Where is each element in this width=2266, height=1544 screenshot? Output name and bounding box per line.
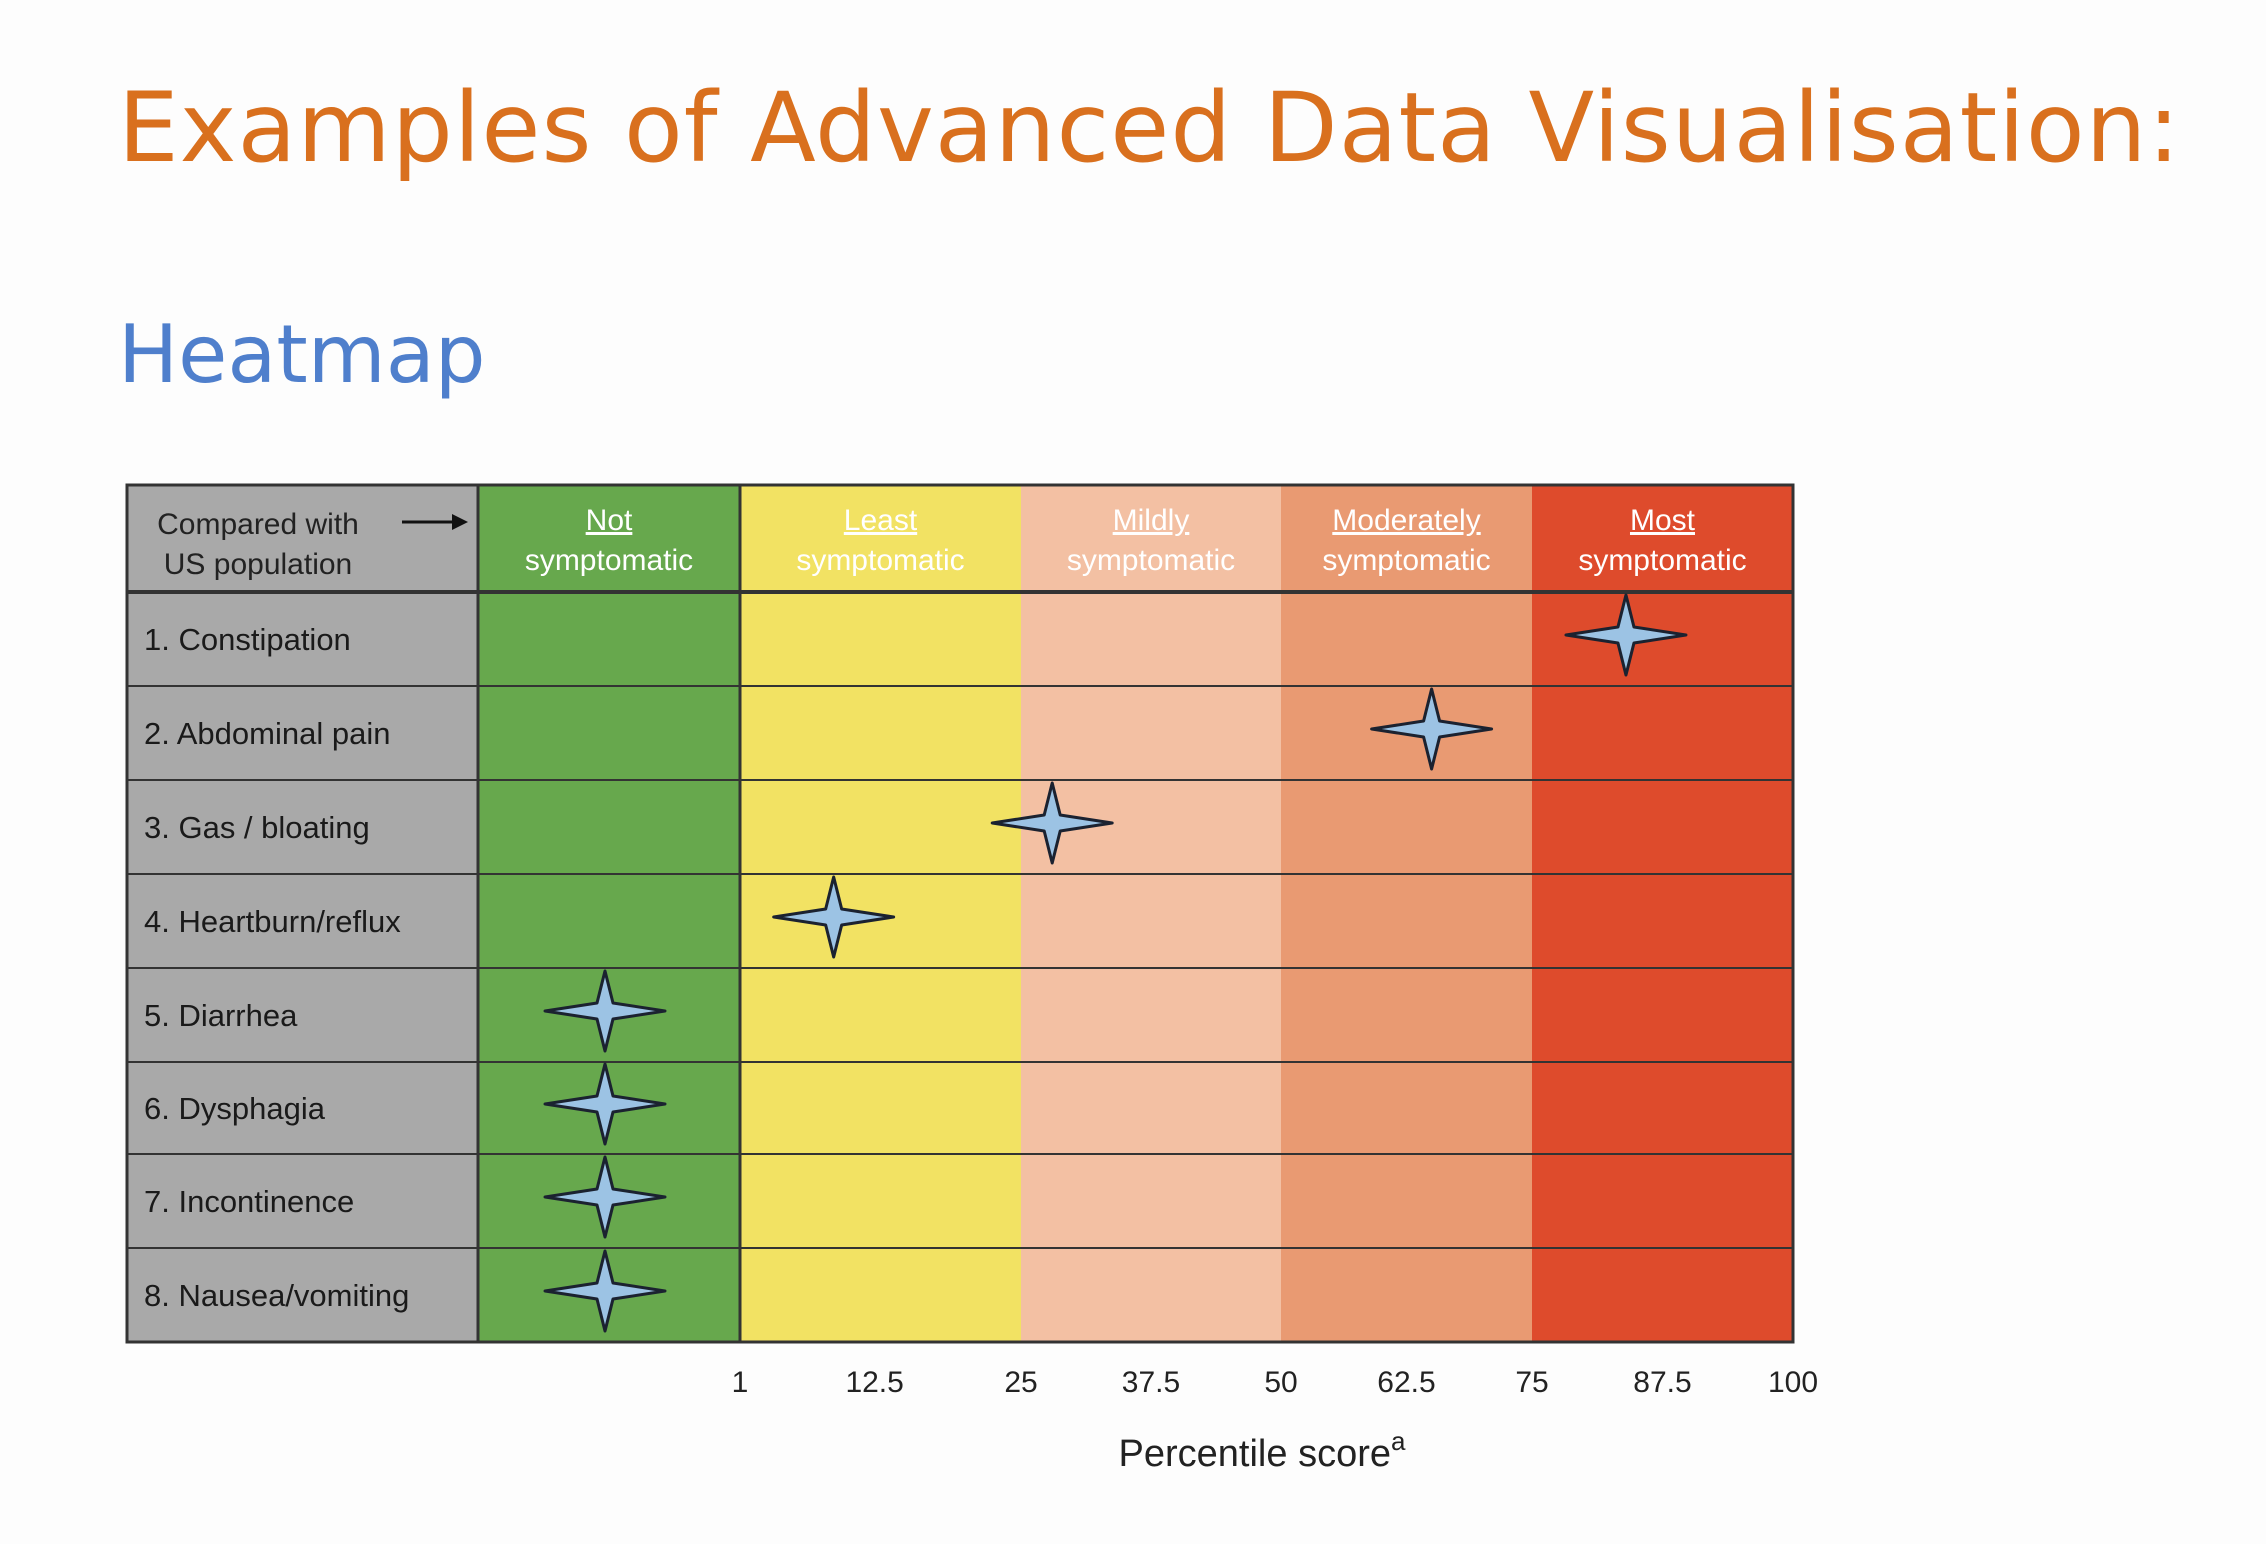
row-label: 2. Abdominal pain [144,716,390,751]
band-label-1-0: Least [844,504,918,537]
x-tick-label: 100 [1768,1366,1818,1399]
row-label: 5. Diarrhea [144,998,298,1033]
band-label-1-1: symptomatic [796,544,964,577]
row-label: 1. Constipation [144,622,351,657]
star-marker [1564,593,1688,677]
star-marker [543,1062,667,1146]
star-marker [543,969,667,1053]
band-label-2-0: Mildly [1113,504,1190,537]
row-label: 4. Heartburn/reflux [144,904,401,939]
x-tick-label: 25 [1004,1366,1037,1399]
x-tick-label: 37.5 [1122,1366,1180,1399]
row-label: 8. Nausea/vomiting [144,1278,409,1313]
band-label-0-1: symptomatic [525,544,693,577]
star-marker [990,781,1114,865]
x-tick-label: 75 [1515,1366,1548,1399]
band-4 [1532,485,1793,1342]
row-label: 6. Dysphagia [144,1091,326,1126]
row-label: 3. Gas / bloating [144,810,370,845]
row-label: 7. Incontinence [144,1184,354,1219]
star-marker [772,875,896,959]
chart-frame [125,483,1795,1344]
x-tick-label: 12.5 [845,1366,903,1399]
x-tick-label: 1 [732,1366,749,1399]
band-label-4-0: Most [1630,504,1696,537]
x-axis-label-superscript: a [1391,1426,1406,1456]
star-marker [1370,687,1494,771]
header-arrow-head [452,514,468,530]
band-label-2-1: symptomatic [1067,544,1235,577]
star-marker [543,1155,667,1239]
band-2 [1021,485,1281,1342]
star-marker [543,1249,667,1333]
x-tick-label: 50 [1264,1366,1297,1399]
band-label-3-1: symptomatic [1322,544,1490,577]
label-column [127,485,478,1342]
x-axis-label: Percentile scorea [1119,1426,1406,1475]
x-tick-label: 87.5 [1633,1366,1691,1399]
x-tick-label: 62.5 [1377,1366,1435,1399]
band-3 [1281,485,1532,1342]
header-label-line1: Compared with [157,508,359,541]
band-label-0-0: Not [586,504,633,537]
header-label-line2: US population [164,548,352,581]
band-label-4-1: symptomatic [1578,544,1746,577]
band-label-3-0: Moderately [1332,504,1480,537]
slide-title: Examples of Advanced Data Visualisation: [118,72,2181,184]
slide-subtitle: Heatmap [118,308,486,401]
